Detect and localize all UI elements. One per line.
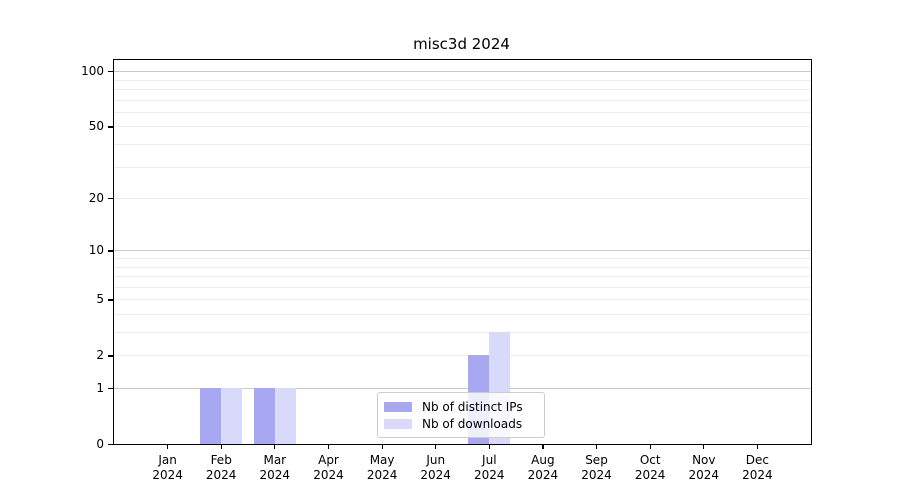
- bar-downloads: [274, 388, 296, 444]
- legend-label-distinct-ips: Nb of distinct IPs: [422, 399, 523, 414]
- legend-label-downloads: Nb of downloads: [422, 416, 523, 431]
- minor-gridline: [114, 276, 811, 277]
- y-tick-label: 50: [88, 119, 104, 134]
- x-tick-mark: [649, 444, 651, 449]
- minor-gridline: [114, 166, 811, 168]
- y-tick-label: 10: [88, 243, 104, 258]
- minor-gridline: [114, 79, 811, 81]
- y-tick-label: 2: [96, 348, 104, 363]
- y-tick-mark: [108, 198, 114, 200]
- legend-swatch-distinct-ips-icon: [384, 401, 412, 412]
- y-tick-mark: [108, 126, 114, 128]
- x-tick-label: Sep 2024: [581, 453, 612, 482]
- bar-distinct-ips: [253, 388, 275, 444]
- minor-gridline: [114, 258, 811, 259]
- major-gridline: [114, 71, 811, 73]
- x-tick-label: Feb 2024: [205, 453, 237, 482]
- minor-gridline: [114, 266, 811, 268]
- minor-gridline: [114, 355, 811, 357]
- y-tick-mark: [108, 71, 114, 73]
- minor-gridline: [114, 126, 811, 128]
- minor-gridline: [114, 332, 811, 333]
- y-tick-mark: [108, 444, 114, 446]
- minor-gridline: [114, 99, 811, 101]
- x-tick-mark: [703, 444, 705, 449]
- x-tick-mark: [756, 444, 759, 449]
- legend-swatch-downloads-icon: [384, 418, 412, 429]
- x-tick-mark: [595, 444, 598, 449]
- y-tick-mark: [108, 250, 114, 252]
- x-tick-mark: [167, 444, 169, 449]
- minor-gridline: [114, 111, 811, 113]
- x-tick-mark: [435, 444, 437, 449]
- x-tick-label: Jul 2024: [474, 453, 505, 482]
- y-tick-label: 100: [81, 64, 104, 79]
- x-tick-label: Oct 2024: [634, 453, 666, 482]
- x-tick-mark: [381, 444, 383, 449]
- x-tick-label: May 2024: [366, 453, 398, 482]
- minor-gridline: [114, 89, 811, 90]
- y-tick-label: 20: [88, 191, 104, 206]
- major-gridline: [114, 250, 811, 252]
- bar-distinct-ips: [200, 388, 222, 444]
- minor-gridline: [114, 314, 811, 315]
- minor-gridline: [114, 286, 811, 288]
- legend-entry-downloads: Nb of downloads: [384, 415, 536, 432]
- y-tick-mark: [108, 388, 114, 390]
- y-tick-label: 5: [96, 292, 104, 307]
- bar-downloads: [221, 388, 243, 444]
- y-tick-mark: [108, 299, 114, 301]
- x-tick-mark: [327, 444, 330, 449]
- legend: Nb of distinct IPs Nb of downloads: [377, 392, 545, 438]
- x-tick-mark: [488, 444, 490, 449]
- x-tick-mark: [220, 444, 222, 449]
- y-tick-label: 1: [96, 381, 104, 395]
- y-tick-label: 0: [96, 437, 104, 451]
- minor-gridline: [114, 144, 811, 145]
- x-tick-label: Aug 2024: [527, 453, 559, 482]
- minor-gridline: [114, 198, 811, 200]
- x-tick-mark: [542, 444, 544, 449]
- x-tick-label: Jan 2024: [152, 453, 183, 482]
- y-tick-mark: [108, 355, 114, 357]
- x-tick-label: Mar 2024: [259, 453, 291, 482]
- plot-area: Nb of distinct IPs Nb of downloads 0 1 2 5 1…: [81, 59, 812, 482]
- x-tick-label: Apr 2024: [313, 453, 344, 482]
- major-gridline: [114, 388, 811, 389]
- minor-gridline: [114, 299, 811, 301]
- x-tick-label: Nov 2024: [688, 453, 720, 482]
- x-tick-label: Dec 2024: [742, 453, 773, 482]
- x-tick-label: Jun 2024: [420, 453, 451, 482]
- legend-entry-distinct-ips: Nb of distinct IPs: [384, 398, 536, 415]
- chart-title: misc3d 2024: [413, 35, 510, 53]
- x-tick-mark: [274, 444, 276, 449]
